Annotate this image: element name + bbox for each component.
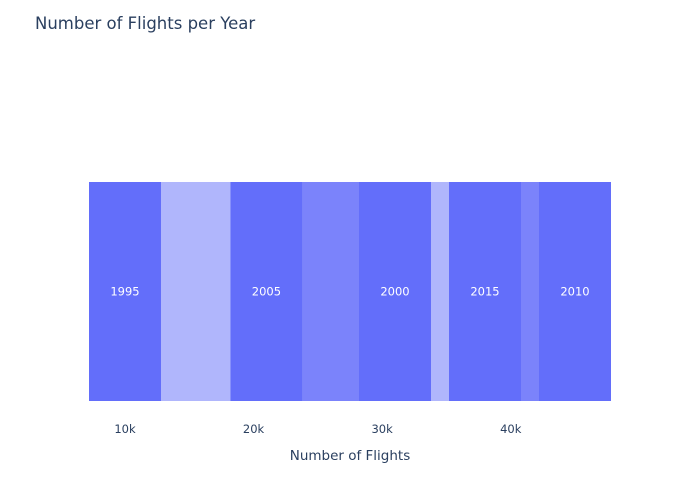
funnel-bar[interactable] [230, 182, 303, 401]
funnel-connector [431, 182, 449, 401]
x-tick-label: 10k [114, 422, 136, 436]
bar-label: 2000 [380, 285, 409, 299]
bar-label: 2005 [252, 285, 281, 299]
x-tick-label: 20k [243, 422, 265, 436]
funnel-bar[interactable] [449, 182, 521, 401]
bar-label: 1995 [110, 285, 139, 299]
connectors-layer [161, 182, 539, 401]
funnel-connector [302, 182, 359, 401]
funnel-bar[interactable] [359, 182, 431, 401]
bar-label: 2010 [560, 285, 589, 299]
bars-layer: 1995 2005 2000 2015 2010 [89, 182, 611, 401]
funnel-bar[interactable] [89, 182, 161, 401]
funnel-bar[interactable] [539, 182, 611, 401]
funnel-connector [521, 182, 539, 401]
bar-label: 2015 [470, 285, 499, 299]
x-tick-label: 40k [500, 422, 522, 436]
ticks-layer: 10k 20k 30k 40k [114, 422, 521, 436]
x-axis-title: Number of Flights [290, 448, 411, 464]
funnel-connector [161, 182, 231, 401]
x-tick-label: 30k [371, 422, 393, 436]
chart-title: Number of Flights per Year [35, 14, 256, 33]
